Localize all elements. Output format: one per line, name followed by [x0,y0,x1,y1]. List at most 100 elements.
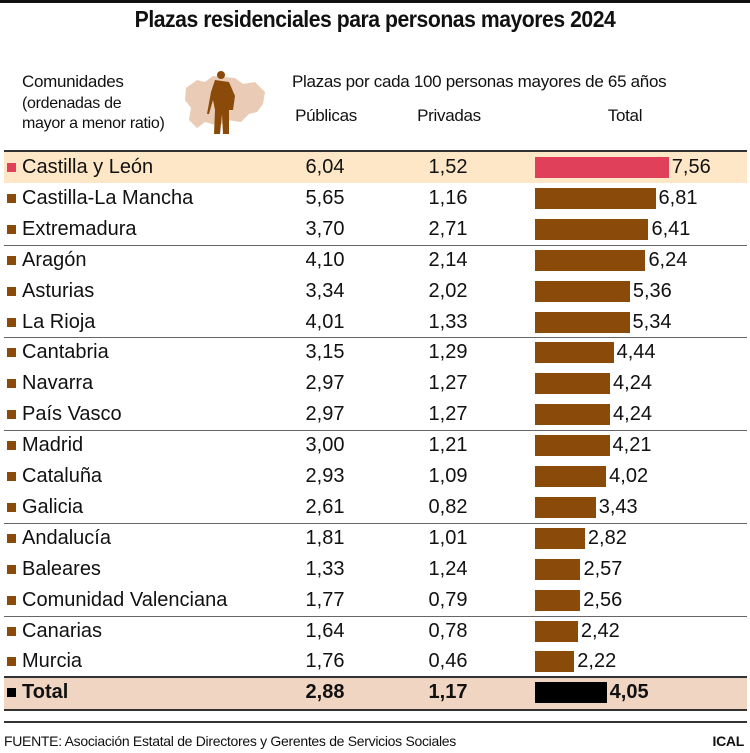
row-marker-icon [7,595,16,605]
public-value: 1,33 [305,557,345,580]
row-marker-icon [7,688,16,698]
private-value: 1,29 [428,341,468,364]
private-value: 0,79 [428,588,468,611]
total-top-rule [4,676,747,679]
public-value: 1,77 [305,588,345,611]
total-bar [535,527,585,549]
row-marker-icon [7,564,16,574]
chart-title: Plazas residenciales para personas mayor… [134,6,616,32]
community-name: Galicia [22,495,84,518]
total-value: 6,81 [658,186,698,209]
private-value: 1,33 [428,310,468,333]
total-value: 2,57 [583,557,623,580]
row-marker-icon [7,533,16,543]
total-value: 6,41 [651,217,691,240]
private-column-header: Privadas [417,106,481,125]
row-marker-icon [7,317,16,327]
total-value: 4,24 [613,372,652,395]
public-value: 2,61 [305,495,345,518]
community-name: Castilla y León [22,156,154,178]
private-value: 1,21 [428,434,468,457]
public-value: 1,81 [305,526,345,549]
table-row: País Vasco 2,97 1,27 4,24 [4,399,747,430]
total-value: 6,24 [648,248,688,271]
group-divider [4,615,747,617]
public-value: 4,10 [305,248,345,271]
public-value: 2,88 [305,681,345,704]
row-marker-icon [7,163,16,172]
group-divider [4,244,747,246]
measure-header: Plazas por cada 100 personas mayores de … [292,72,667,91]
table-row: La Rioja 4,01 1,33 5,34 [4,307,747,338]
community-name: Navarra [22,372,94,395]
private-value: 0,78 [428,619,468,642]
total-column-header: Total [607,106,643,125]
table-row: Murcia 1,76 0,46 2,22 [4,646,747,677]
total-value: 3,43 [598,495,638,518]
table-row: Cataluña 2,93 1,09 4,02 [4,461,747,492]
private-value: 2,02 [428,279,468,302]
total-bar [535,157,669,178]
public-value: 2,97 [305,372,345,395]
row-marker-icon [7,472,16,481]
table-row: Castilla-La Mancha 5,65 1,16 6,81 [4,183,747,214]
private-value: 2,71 [428,217,468,240]
community-name: Cataluña [22,465,103,487]
top-rule [0,0,750,3]
community-name: Murcia [22,650,83,673]
community-name: Asturias [22,279,95,302]
private-value: 2,14 [428,248,468,271]
total-bar [535,682,607,704]
row-marker-icon [7,286,16,296]
table-row: Castilla y León 6,04 1,52 7,56 [4,152,747,183]
community-name: Canarias [22,619,103,642]
row-marker-icon [7,255,16,265]
total-bar [535,496,596,518]
total-bar [535,218,649,240]
row-marker-icon [7,502,16,512]
public-value: 2,93 [305,465,345,487]
total-bottom-rule [4,709,747,712]
public-value: 2,97 [305,403,345,426]
table-row: Asturias 3,34 2,02 5,36 [4,276,747,307]
total-value: 2,42 [580,619,620,642]
total-bar [535,373,611,395]
public-value: 3,34 [305,279,345,302]
private-value: 1,27 [428,372,468,395]
total-value: 4,44 [616,341,656,364]
total-bar [535,589,581,611]
community-name: Cantabria [22,341,109,364]
elderly-person-map-icon [185,71,265,134]
community-name: La Rioja [22,310,96,333]
header-rule [4,150,747,152]
footer-rule [4,721,747,723]
total-value: 4,02 [609,465,649,487]
table-row: Andalucía 1,81 1,01 2,82 [4,523,747,554]
community-name: Extremadura [22,217,137,240]
community-name: Andalucía [22,526,111,549]
private-value: 1,01 [428,526,468,549]
table-row: Navarra 2,97 1,27 4,24 [4,368,747,399]
total-value: 4,21 [612,434,652,457]
private-value: 1,16 [428,186,468,209]
total-value: 4,24 [613,403,652,426]
community-name: Castilla-La Mancha [22,186,194,209]
communities-header: Comunidades [22,72,124,91]
table-row: Baleares 1,33 1,24 2,57 [4,554,747,585]
community-name: País Vasco [22,403,122,426]
total-row: Total 2,88 1,17 4,05 [4,677,747,710]
table-row: Canarias 1,64 0,78 2,42 [4,616,747,647]
table-row: Cantabria 3,15 1,29 4,44 [4,337,747,368]
total-bar [535,558,581,580]
row-marker-icon [7,410,16,420]
group-divider [4,337,747,339]
row-marker-icon [7,626,16,636]
total-value: 5,36 [632,279,672,302]
total-bar [535,620,578,642]
public-column-header: Públicas [295,106,357,125]
total-value: 2,82 [587,526,627,549]
private-value: 1,24 [428,557,468,580]
row-marker-icon [7,224,16,234]
source-note: FUENTE: Asociación Estatal de Directores… [4,733,456,749]
private-value: 1,27 [428,403,468,426]
